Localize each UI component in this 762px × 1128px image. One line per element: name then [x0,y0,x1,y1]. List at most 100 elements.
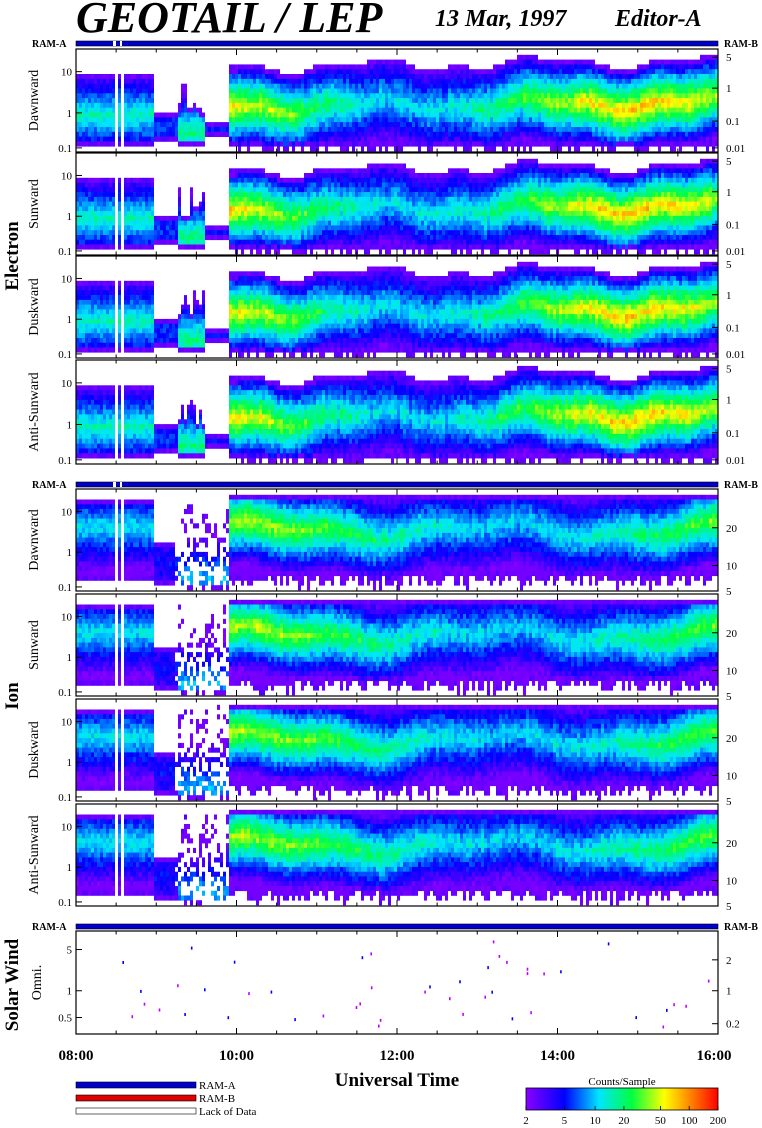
legend-label-ram-a: RAM-A [199,1080,236,1092]
ram-a-label-electron: RAM-A [32,39,67,50]
x-tick-label: 10:00 [219,1048,254,1064]
y-tick-label-left: 0.1 [58,455,72,467]
y-tick-label-right: 0.1 [726,116,740,128]
x-tick-label: 08:00 [59,1048,94,1064]
y-tick-label-left: 1 [67,986,73,998]
y-tick-label-left: 10 [61,170,73,182]
y-tick-label-right: 10 [726,666,738,678]
panels: 10 1 0.1 5 1 0.1 0.01 Dawnward 10 1 0.1 5 1 0.1 0.01 Su… [27,48,745,1035]
panel-ion-sunward: 10 1 0.1 20 10 5 Sunward [27,593,738,703]
panel-label: Dawnward [27,70,42,131]
legend: RAM-A RAM-B Lack of Data [75,1080,257,1118]
panel-ion-dawnward: 10 1 0.1 20 10 5 Dawnward [27,488,738,598]
y-tick-label-left: 1 [67,547,73,559]
x-tick-label: 16:00 [697,1048,732,1064]
legend-label-ram-b: RAM-B [199,1093,235,1105]
y-tick-label-right: 0.01 [726,349,745,361]
y-tick-label-left: 0.1 [58,687,72,699]
panel-electron-duskward: 10 1 0.1 5 1 0.1 0.01 Duskward [27,255,745,361]
y-tick-label-right: 5 [726,691,732,703]
y-tick-label-right: 0.1 [726,428,740,440]
y-tick-label-right: 1 [726,986,732,998]
panel-label: Anti-Sunward [27,815,42,894]
y-tick-label-left: 1 [67,108,73,120]
y-tick-label-right: 20 [726,733,738,745]
y-tick-label-left: 10 [61,378,73,390]
y-tick-label-left: 10 [61,716,73,728]
y-tick-label-right: 10 [726,771,738,783]
y-tick-label-right: 5 [726,901,732,913]
y-tick-label-right: 10 [726,876,738,888]
y-tick-label-right: 5 [726,259,732,271]
colorbar-tick-label: 10 [590,1115,602,1127]
x-axis-label: Universal Time [335,1070,459,1091]
ram-b-label-electron: RAM-B [724,39,758,50]
y-tick-label-right: 5 [726,586,732,598]
y-tick-label-right: 20 [726,523,738,535]
legend-swatch-ram-a [75,1081,197,1089]
y-tick-label-left: 0.1 [58,792,72,804]
panel-electron-dawnward: 10 1 0.1 5 1 0.1 0.01 Dawnward [27,48,745,155]
colorbar: Counts/Sample 2 5 10 20 50 100 200 [523,1076,727,1127]
y-tick-label-left: 1 [67,419,73,431]
date-label: 13 Mar, 1997 [435,6,567,32]
y-tick-label-right: 20 [726,628,738,640]
y-tick-label-right: 0.01 [726,143,745,155]
colorbar-tick-label: 100 [681,1115,698,1127]
panel-label: Dawnward [27,509,42,570]
x-tick-label: 12:00 [380,1048,415,1064]
panel-label: Duskward [27,278,42,336]
ram-bar-ion [75,481,719,488]
colorbar-title: Counts/Sample [588,1076,655,1088]
panel-label: Anti-Sunward [27,372,42,451]
y-tick-label-left: 1 [67,862,73,874]
main-title: GEOTAIL / LEP [76,0,384,42]
y-tick-label-left: 10 [61,506,73,518]
y-tick-label-left: 0.1 [58,897,72,909]
colorbar-tick-label: 50 [655,1115,667,1127]
legend-swatch-lack-of-data [75,1107,197,1115]
y-tick-label-left: 0.1 [58,582,72,594]
y-tick-label-right: 5 [726,156,732,168]
panel-label: Duskward [27,721,42,779]
panel-label: Sunward [27,620,42,670]
y-tick-label-left: 1 [67,314,73,326]
ram-a-label-solar-wind: RAM-A [32,922,67,933]
group-label-solar-wind: Solar Wind [2,938,23,1031]
colorbar-tick-label: 2 [523,1115,529,1127]
panel-ion-anti-sunward: 10 1 0.1 20 10 5 Anti-Sunward [27,803,738,913]
ram-b-label-ion: RAM-B [724,480,758,491]
y-tick-label-right: 0.2 [726,1019,740,1031]
ram-b-label-solar-wind: RAM-B [724,922,758,933]
y-tick-label-right: 5 [726,796,732,808]
y-tick-label-left: 10 [61,611,73,623]
y-tick-label-left: 0.5 [58,1013,72,1025]
y-tick-label-right: 0.01 [726,455,745,467]
y-tick-label-left: 10 [61,273,73,285]
y-tick-label-left: 1 [67,211,73,223]
panel-electron-anti-sunward: 10 1 0.1 5 1 0.1 0.01 Anti-Sunward [27,359,745,467]
y-tick-label-right: 5 [726,52,732,64]
y-tick-label-left: 10 [61,821,73,833]
ram-bar-electron [75,40,719,47]
y-tick-label-left: 0.1 [58,143,72,155]
ram-bar-solar-wind [75,923,719,930]
colorbar-gradient [525,1087,719,1111]
y-tick-label-right: 10 [726,561,738,573]
y-tick-label-right: 0.1 [726,322,740,334]
y-tick-label-right: 1 [726,290,732,302]
panel-label: Sunward [27,179,42,229]
y-tick-label-right: 1 [726,187,732,199]
legend-label-lack-of-data: Lack of Data [199,1106,257,1118]
ram-a-label-ion: RAM-A [32,480,67,491]
y-tick-label-right: 0.1 [726,219,740,231]
y-tick-label-right: 1 [726,83,732,95]
y-tick-label-right: 0.01 [726,246,745,258]
y-tick-label-left: 1 [67,652,73,664]
colorbar-tick-label: 200 [710,1115,727,1127]
panel-solar-wind-omni-: 5 1 0.5 2 1 0.2 Omni. [30,930,740,1035]
x-tick-label: 14:00 [540,1048,575,1064]
y-tick-label-left: 0.1 [58,349,72,361]
y-tick-label-left: 1 [67,757,73,769]
legend-swatch-ram-b [75,1094,197,1102]
